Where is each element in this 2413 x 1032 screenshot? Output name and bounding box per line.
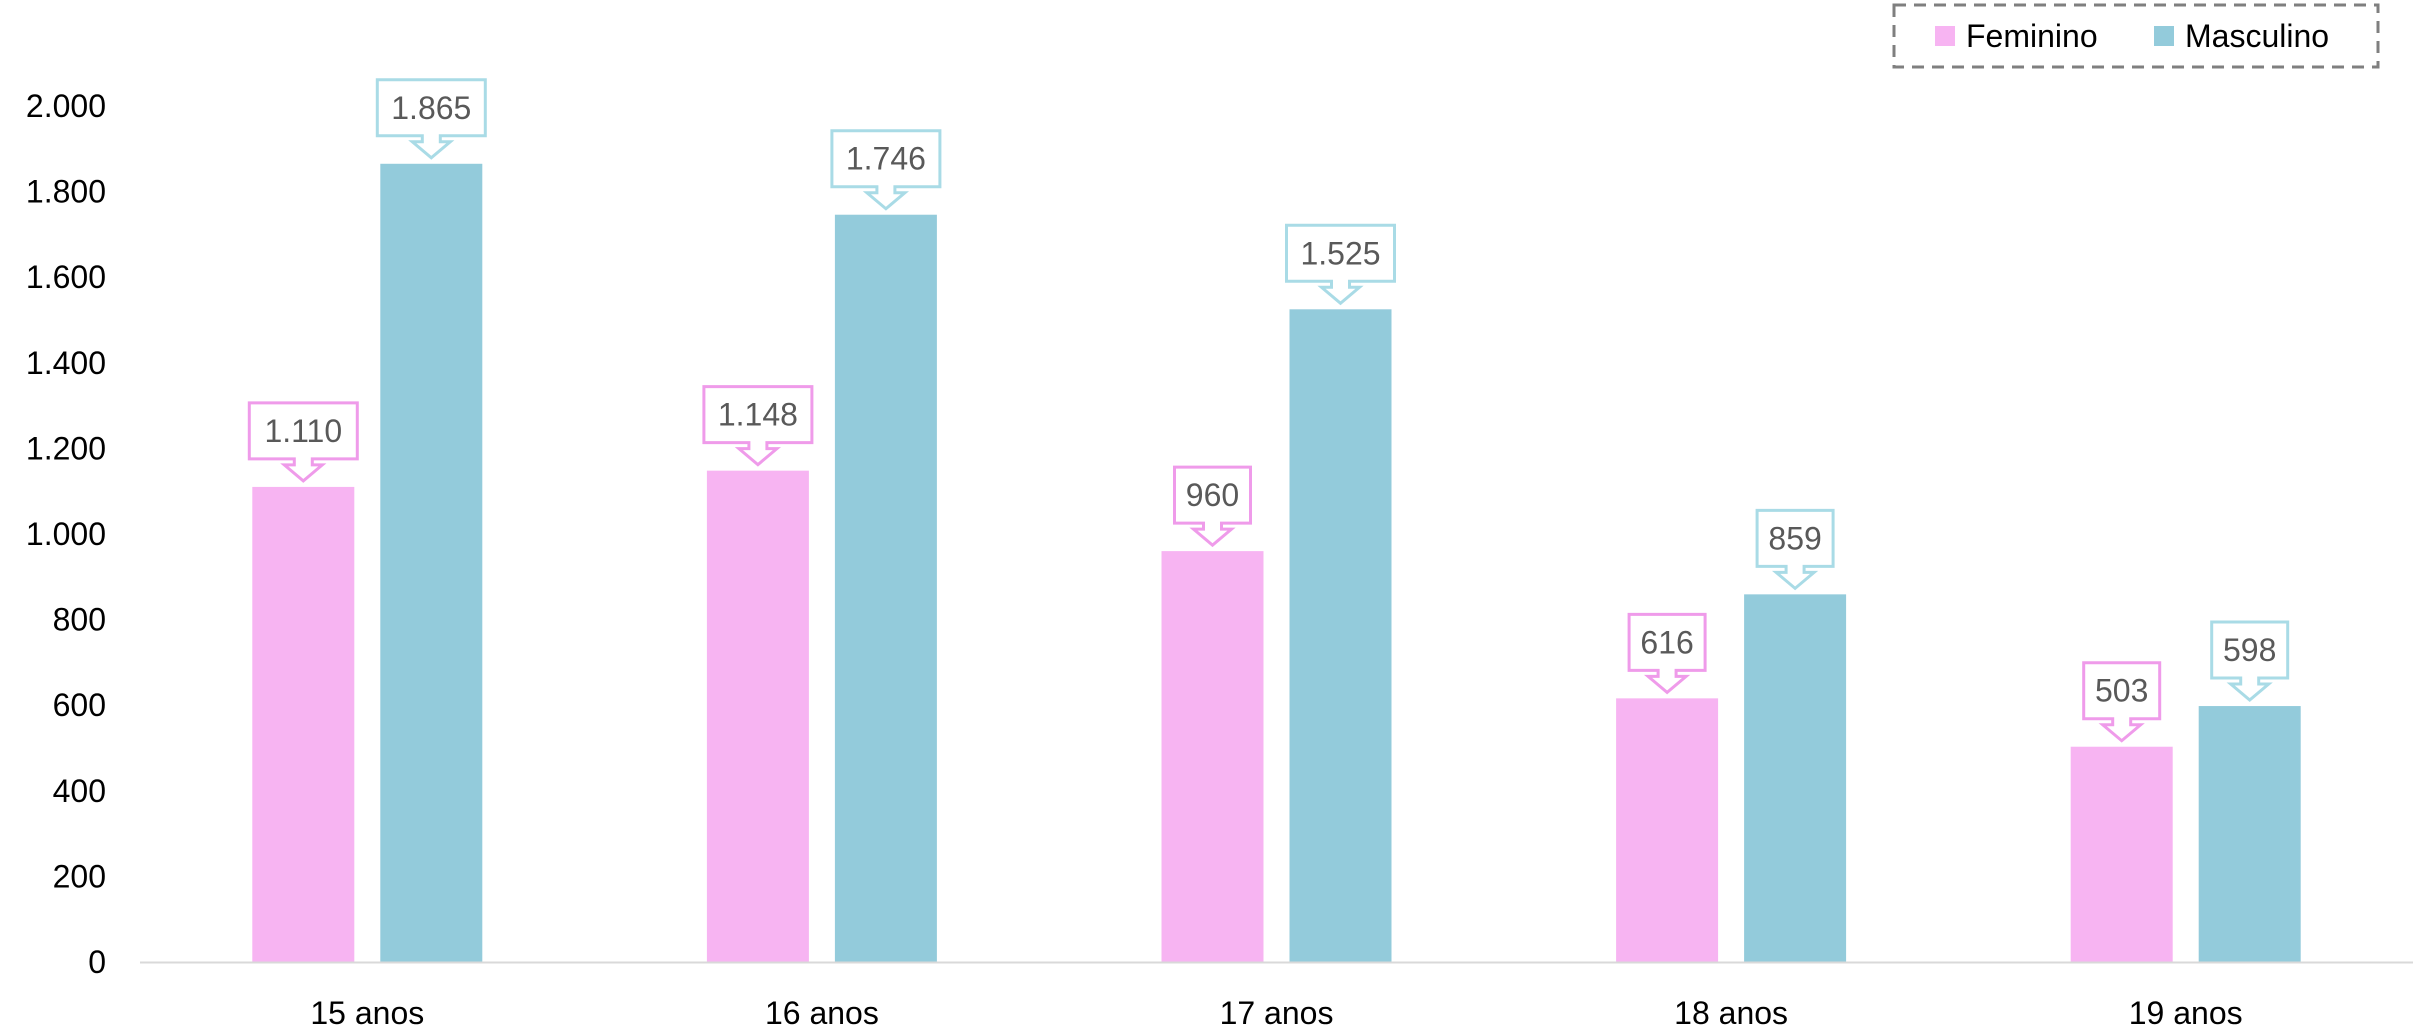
data-label: 1.110 xyxy=(264,413,342,449)
bar-feminino xyxy=(2070,746,2173,962)
y-tick-label: 1.800 xyxy=(26,174,106,210)
data-label: 859 xyxy=(1768,520,1821,556)
y-tick-label: 1.000 xyxy=(26,516,106,552)
bar-feminino xyxy=(1616,698,1719,962)
y-tick-label: 1.200 xyxy=(26,430,106,466)
data-label-callout xyxy=(1173,465,1252,548)
y-tick-label: 1.600 xyxy=(26,259,106,295)
x-tick-label: 18 anos xyxy=(1674,995,1788,1031)
x-axis: 15 anos 16 anos 17 anos 18 anos 19 anos xyxy=(310,995,2242,1031)
data-label-callout xyxy=(1285,223,1396,306)
x-tick-label: 17 anos xyxy=(1220,995,1334,1031)
bar-masculino xyxy=(2198,706,2301,962)
data-label: 960 xyxy=(1186,477,1239,513)
data-label: 1.148 xyxy=(718,397,798,433)
data-label-callout xyxy=(247,401,359,483)
bars xyxy=(252,163,2301,962)
x-tick-label: 19 anos xyxy=(2129,995,2243,1031)
data-label: 503 xyxy=(2095,673,2148,709)
data-label-callout xyxy=(1755,508,1835,591)
data-label: 598 xyxy=(2223,632,2276,668)
bar-masculino xyxy=(380,163,483,962)
y-tick-label: 1.400 xyxy=(26,345,106,381)
bar-masculino xyxy=(834,214,937,962)
x-tick-label: 16 anos xyxy=(765,995,879,1031)
y-tick-label: 600 xyxy=(53,687,106,723)
x-tick-label: 15 anos xyxy=(310,995,424,1031)
y-tick-label: 0 xyxy=(88,944,106,980)
y-tick-label: 2.000 xyxy=(26,88,106,124)
data-label-callout xyxy=(1627,612,1707,695)
y-tick-label: 400 xyxy=(53,773,106,809)
bar-feminino xyxy=(252,486,355,962)
y-tick-label: 200 xyxy=(53,858,106,894)
legend-box xyxy=(1892,3,2380,69)
legend-swatch-masculino xyxy=(2154,26,2174,46)
data-label: 1.865 xyxy=(391,90,471,126)
data-label: 1.525 xyxy=(1300,235,1380,271)
data-label: 1.746 xyxy=(846,141,926,177)
data-label-callout xyxy=(2210,620,2290,703)
bar-feminino xyxy=(1161,551,1264,962)
data-label-callout xyxy=(2082,661,2162,743)
legend-swatch-feminino xyxy=(1935,26,1955,46)
data-label: 616 xyxy=(1640,624,1693,660)
data-label-callout xyxy=(702,385,814,467)
legend: Feminino Masculino xyxy=(1892,3,2380,69)
data-label-callout xyxy=(830,129,942,211)
y-axis: 0 200 400 600 800 1.000 1.200 1.400 1.600 1.800 2.… xyxy=(26,88,106,980)
data-label-callout xyxy=(375,78,487,160)
y-tick-label: 800 xyxy=(53,602,106,638)
bar-masculino xyxy=(1744,594,1847,962)
legend-label-masculino: Masculino xyxy=(2185,18,2329,54)
legend-label-feminino: Feminino xyxy=(1966,18,2098,54)
data-labels: 1.110 1.865 1.148 1.746 960 1.525 616 859 503 598 xyxy=(247,78,2290,743)
bar-feminino xyxy=(706,470,809,962)
bar-masculino xyxy=(1289,309,1392,962)
